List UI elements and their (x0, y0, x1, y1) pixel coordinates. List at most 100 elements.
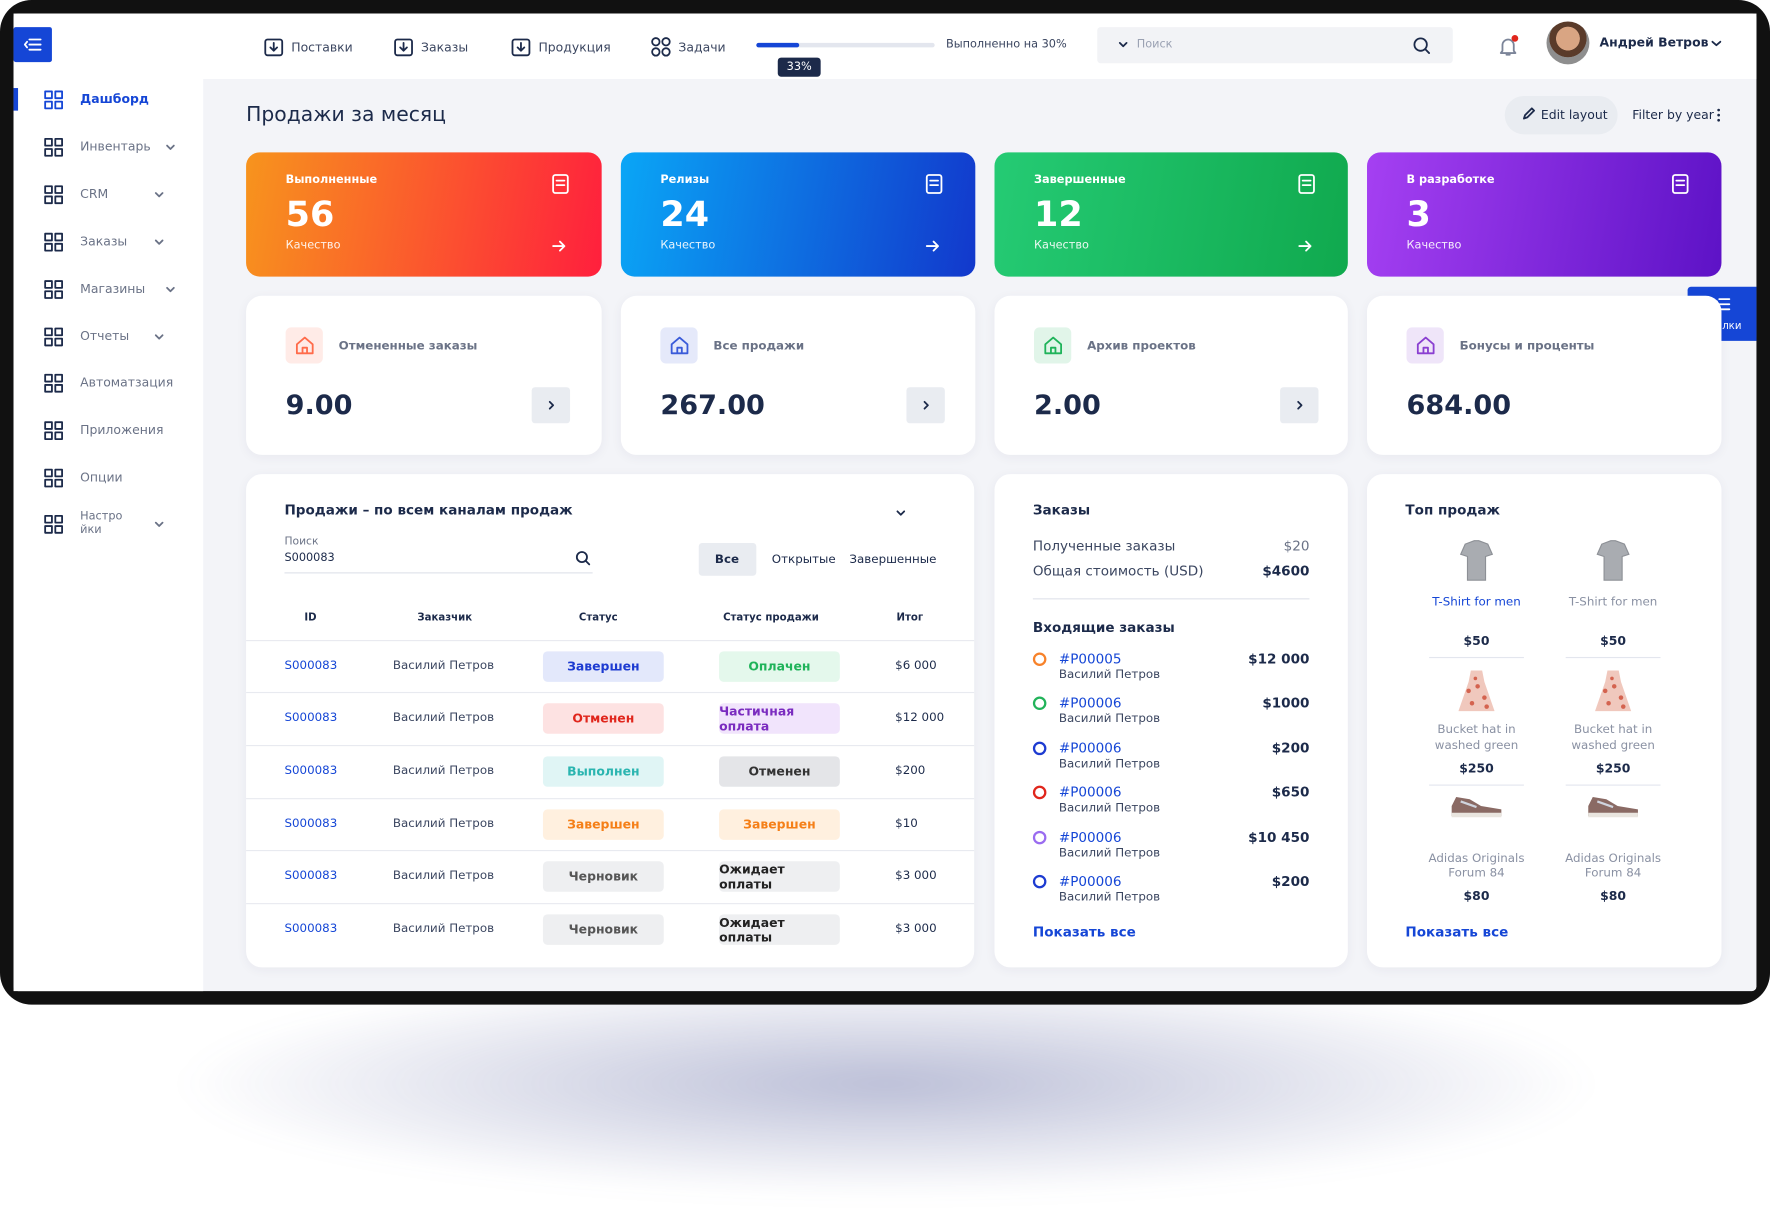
total: $12 000 (895, 710, 945, 725)
stat-card[interactable] (620, 152, 976, 277)
incoming-id[interactable]: #P00006 (1058, 740, 1122, 756)
stat-card[interactable] (1367, 152, 1722, 277)
product-name[interactable]: Bucket hat in washed green (1434, 723, 1519, 752)
order-id[interactable]: S000083 (284, 868, 338, 883)
nav-item[interactable]: Продукция (538, 39, 611, 55)
incoming-id[interactable]: #P00006 (1058, 873, 1122, 890)
stat-title: Выполненные (285, 173, 378, 187)
stat-card[interactable] (246, 152, 602, 277)
sidebar-item[interactable]: Дашборд (80, 91, 149, 107)
sidebar-icon (44, 373, 63, 393)
active-indicator (13, 88, 19, 111)
incoming-amount: $650 (1271, 784, 1310, 801)
filter-label[interactable]: Filter by year (1632, 107, 1714, 123)
search-value[interactable]: S000083 (284, 551, 335, 565)
order-id[interactable]: S000083 (284, 763, 338, 778)
sidebar-chevron (154, 521, 164, 527)
status-pill: Оплачен (719, 651, 840, 682)
nav-icon (394, 38, 413, 57)
edit-button-label[interactable]: Edit layout (1540, 107, 1608, 123)
metric-card (620, 295, 976, 455)
total: $3 000 (895, 921, 937, 936)
sidebar-item[interactable]: Автоматзация (80, 375, 174, 390)
edit-button[interactable] (1504, 95, 1618, 135)
order-id[interactable]: S000083 (284, 658, 338, 673)
row-separator (246, 640, 975, 642)
incoming-id[interactable]: #P00005 (1058, 651, 1122, 667)
filter-tab[interactable]: Открытые (771, 552, 836, 567)
product-image (1458, 670, 1495, 712)
stat-value: 3 (1406, 194, 1431, 236)
incoming-id[interactable]: #P00006 (1058, 829, 1122, 845)
order-id[interactable]: S000083 (284, 816, 338, 831)
customer: Василий Петров (392, 763, 495, 778)
sidebar-icon (44, 137, 63, 157)
column-header: Статус продажи (723, 612, 819, 624)
product-name[interactable]: T-Shirt for men (1432, 595, 1521, 609)
incoming-id[interactable]: #P00006 (1058, 695, 1122, 712)
orders-title: Заказы (1032, 502, 1091, 518)
sidebar-item[interactable]: Отчеты (80, 328, 130, 344)
customer: Василий Петров (392, 816, 495, 831)
metric-arrow-button[interactable] (906, 387, 945, 424)
row-separator (246, 903, 975, 905)
metric-title: Отмененные заказы (338, 339, 478, 353)
nav-item[interactable]: Заказы (421, 39, 469, 55)
stat-card[interactable] (994, 152, 1348, 277)
product-name[interactable]: T-Shirt for men (1568, 595, 1658, 609)
column-header: Заказчик (417, 612, 473, 624)
column-header: Итог (896, 612, 924, 624)
status-dot (1032, 785, 1047, 800)
status-pill: Черновик (542, 914, 664, 945)
status-pill: Выполнен (542, 756, 664, 787)
sidebar-chevron (154, 239, 164, 245)
sidebar-item[interactable]: Заказы (80, 234, 128, 249)
summary-value: $4600 (1262, 563, 1310, 579)
product-name[interactable]: Adidas Originals Forum 84 (1565, 851, 1662, 880)
product-price: $80 (1600, 888, 1627, 904)
status-pill: Ожидает оплаты (719, 861, 840, 892)
search-underline (284, 572, 593, 574)
sidebar-item[interactable]: Приложения (80, 422, 164, 438)
metric-card (994, 295, 1348, 455)
metric-value: 267.00 (660, 388, 765, 421)
orders-link[interactable]: Показать все (1032, 924, 1136, 941)
top-sales-panel (1367, 474, 1722, 968)
filter-tab[interactable]: Завершенные (849, 552, 937, 567)
product-image (1588, 796, 1638, 818)
incoming-name: Василий Петров (1058, 801, 1161, 815)
filter-tab[interactable]: Все (714, 552, 740, 567)
metric-card (246, 295, 602, 455)
metric-value: 9.00 (285, 388, 353, 421)
metric-arrow (1297, 400, 1303, 410)
order-id[interactable]: S000083 (284, 710, 338, 725)
product-divider (1565, 656, 1661, 659)
sidebar-item[interactable]: CRM (80, 186, 109, 202)
sidebar-item[interactable]: Магазины (80, 281, 146, 297)
metric-arrow-button[interactable] (1280, 387, 1319, 424)
side-tab-label[interactable]: Ссылки (1701, 321, 1741, 333)
row-separator (246, 850, 975, 852)
incoming-id[interactable]: #P00006 (1058, 784, 1122, 801)
user-chevron (1711, 40, 1722, 47)
incoming-name: Василий Петров (1058, 756, 1161, 771)
metric-arrow-button[interactable] (531, 387, 571, 424)
user-name[interactable]: Андрей Ветров (1599, 35, 1709, 51)
top-sales-link[interactable]: Показать все (1405, 924, 1509, 941)
sidebar-item[interactable]: Инвентарь (80, 139, 151, 154)
customer: Василий Петров (392, 710, 495, 725)
nav-item[interactable]: Поставки (291, 39, 353, 55)
product-name[interactable]: Adidas Originals Forum 84 (1428, 851, 1525, 880)
product-name[interactable]: Bucket hat in washed green (1571, 723, 1655, 752)
sidebar-item[interactable]: Опции (80, 470, 123, 485)
avatar[interactable] (1546, 21, 1590, 65)
stat-icon (1672, 174, 1689, 194)
metric-arrow (548, 400, 555, 410)
tab-active[interactable] (698, 542, 757, 576)
sidebar-item[interactable]: Настро йки (80, 510, 123, 537)
search-box[interactable] (1097, 27, 1453, 64)
order-id[interactable]: S000083 (284, 921, 338, 936)
customer: Василий Петров (392, 658, 495, 673)
nav-item[interactable]: Задачи (678, 39, 726, 55)
metric-icon-box (660, 327, 698, 364)
